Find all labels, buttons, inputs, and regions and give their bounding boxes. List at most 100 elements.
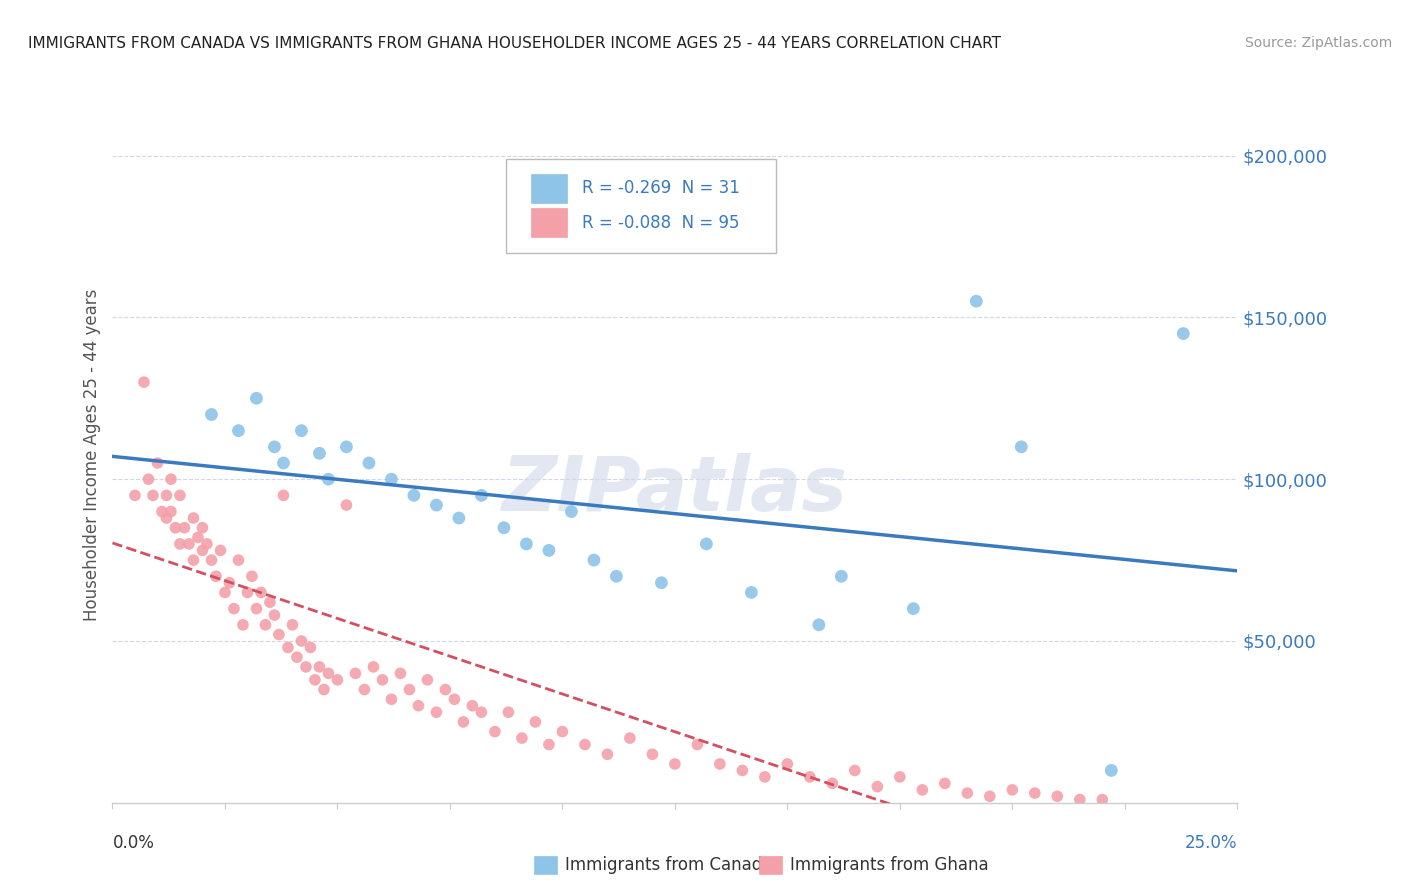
- Point: [200, 408, 222, 422]
- Point: [187, 531, 209, 545]
- Point: [295, 660, 318, 674]
- Point: [222, 601, 245, 615]
- Point: [434, 682, 457, 697]
- Point: [273, 456, 295, 470]
- Point: [398, 682, 420, 697]
- Text: Source: ZipAtlas.com: Source: ZipAtlas.com: [1244, 36, 1392, 50]
- Point: [273, 488, 295, 502]
- Point: [447, 511, 470, 525]
- Point: [416, 673, 439, 687]
- Point: [799, 770, 821, 784]
- Point: [146, 456, 169, 470]
- Point: [1091, 792, 1114, 806]
- Point: [195, 537, 218, 551]
- Point: [312, 682, 335, 697]
- Point: [596, 747, 619, 762]
- Point: [169, 488, 191, 502]
- Point: [408, 698, 430, 713]
- Point: [453, 714, 475, 729]
- Point: [250, 585, 273, 599]
- Point: [776, 756, 799, 771]
- Point: [492, 521, 515, 535]
- Point: [754, 770, 776, 784]
- Point: [267, 627, 290, 641]
- Point: [263, 608, 285, 623]
- Point: [142, 488, 165, 502]
- Point: [299, 640, 322, 655]
- Point: [138, 472, 160, 486]
- Point: [425, 498, 447, 512]
- Text: R = -0.269  N = 31: R = -0.269 N = 31: [582, 179, 740, 197]
- Point: [155, 511, 177, 525]
- Point: [1046, 789, 1069, 804]
- Point: [124, 488, 146, 502]
- Point: [191, 543, 214, 558]
- Point: [160, 472, 183, 486]
- Point: [380, 692, 402, 706]
- Point: [551, 724, 574, 739]
- Point: [866, 780, 889, 794]
- Point: [650, 575, 672, 590]
- Point: [695, 537, 717, 551]
- Point: [934, 776, 956, 790]
- Point: [537, 543, 560, 558]
- Point: [344, 666, 367, 681]
- Point: [228, 424, 250, 438]
- Point: [200, 553, 222, 567]
- Point: [191, 521, 214, 535]
- Point: [236, 585, 259, 599]
- Point: [240, 569, 263, 583]
- Point: [169, 537, 191, 551]
- Point: [357, 456, 380, 470]
- Point: [560, 504, 582, 518]
- Point: [510, 731, 533, 745]
- Point: [183, 553, 205, 567]
- Point: [259, 595, 281, 609]
- Point: [245, 392, 267, 406]
- Point: [956, 786, 979, 800]
- Point: [664, 756, 686, 771]
- Point: [470, 488, 492, 502]
- Point: [318, 666, 340, 681]
- Point: [209, 543, 232, 558]
- Point: [524, 714, 547, 729]
- Point: [605, 569, 627, 583]
- Point: [308, 660, 330, 674]
- Point: [318, 472, 340, 486]
- Point: [228, 553, 250, 567]
- Point: [173, 521, 195, 535]
- Point: [155, 488, 177, 502]
- Text: 25.0%: 25.0%: [1185, 834, 1237, 852]
- Point: [218, 575, 240, 590]
- Point: [363, 660, 385, 674]
- FancyBboxPatch shape: [506, 159, 776, 253]
- Point: [821, 776, 844, 790]
- Point: [641, 747, 664, 762]
- Text: R = -0.088  N = 95: R = -0.088 N = 95: [582, 213, 740, 232]
- Point: [1099, 764, 1122, 778]
- Y-axis label: Householder Income Ages 25 - 44 years: Householder Income Ages 25 - 44 years: [83, 289, 101, 621]
- Point: [965, 294, 987, 309]
- Point: [290, 424, 312, 438]
- Point: [740, 585, 762, 599]
- Point: [537, 738, 560, 752]
- Point: [731, 764, 754, 778]
- Text: ZIPatlas: ZIPatlas: [502, 453, 848, 526]
- Point: [515, 537, 537, 551]
- Point: [281, 617, 304, 632]
- Point: [263, 440, 285, 454]
- Point: [461, 698, 484, 713]
- Point: [290, 634, 312, 648]
- Point: [214, 585, 236, 599]
- Point: [232, 617, 254, 632]
- Point: [470, 705, 492, 719]
- Point: [183, 511, 205, 525]
- Point: [371, 673, 394, 687]
- Point: [425, 705, 447, 719]
- Point: [582, 553, 605, 567]
- Point: [205, 569, 228, 583]
- Text: IMMIGRANTS FROM CANADA VS IMMIGRANTS FROM GHANA HOUSEHOLDER INCOME AGES 25 - 44 : IMMIGRANTS FROM CANADA VS IMMIGRANTS FRO…: [28, 36, 1001, 51]
- Point: [389, 666, 412, 681]
- Text: 0.0%: 0.0%: [112, 834, 155, 852]
- Point: [304, 673, 326, 687]
